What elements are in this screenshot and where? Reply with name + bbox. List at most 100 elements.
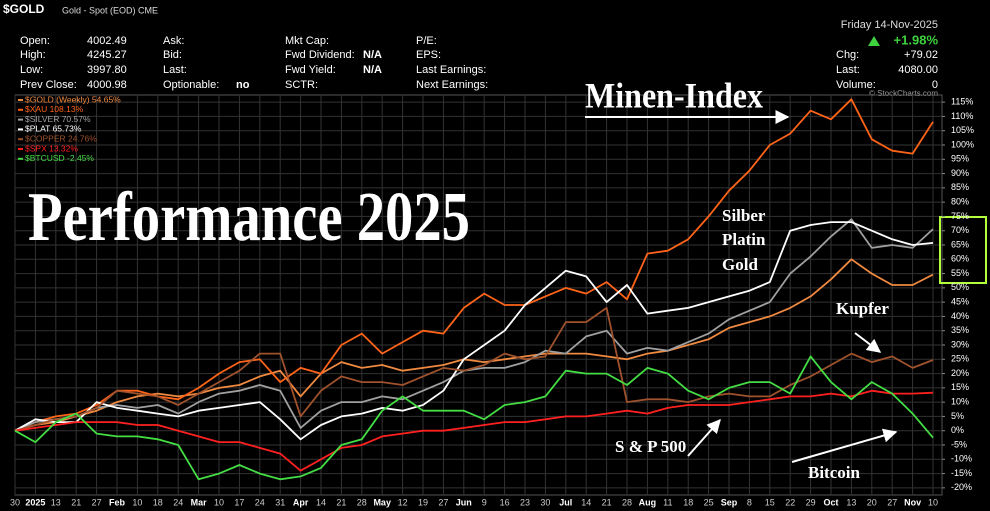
- quote-label: Mkt Cap:: [285, 35, 329, 47]
- x-tick-label: 12: [398, 497, 408, 507]
- y-tick-label: 0%: [951, 425, 964, 435]
- x-tick-label: 21: [71, 497, 81, 507]
- x-tick-label: 2025: [25, 497, 45, 507]
- quote-value: 4080.00: [898, 64, 938, 76]
- y-tick-label: 40%: [951, 311, 969, 321]
- quote-value: N/A: [363, 49, 382, 61]
- quote-value: 4000.98: [87, 79, 127, 91]
- x-tick-label: 27: [438, 497, 448, 507]
- series-line: [14, 389, 934, 472]
- annotation: Kupfer: [836, 299, 889, 318]
- quote-label: High:: [20, 49, 46, 61]
- y-tick-label: -15%: [951, 468, 972, 478]
- x-tick-label: Aug: [639, 497, 657, 507]
- y-tick-label: 85%: [951, 182, 969, 192]
- x-tick-label: 21: [336, 497, 346, 507]
- description: Gold - Spot (EOD) CME: [62, 5, 158, 15]
- quote-label: Low:: [20, 64, 43, 76]
- x-tick-label: 13: [51, 497, 61, 507]
- quote-label: Last Earnings:: [416, 64, 486, 76]
- quote-value: 4245.27: [87, 49, 127, 61]
- x-tick-label: 20: [867, 497, 877, 507]
- x-tick-label: 16: [500, 497, 510, 507]
- y-tick-label: 110%: [951, 111, 973, 121]
- legend-swatch: [18, 138, 23, 141]
- x-tick-label: 22: [785, 497, 795, 507]
- y-tick-label: 75%: [951, 211, 969, 221]
- annotation: Minen-Index: [585, 75, 763, 115]
- big-title: Performance 2025: [28, 179, 470, 256]
- y-tick-label: 95%: [951, 154, 969, 164]
- x-tick-label: 30: [540, 497, 550, 507]
- x-tick-label: 25: [704, 497, 714, 507]
- legend-label: $PLAT 65.73%: [25, 124, 82, 134]
- legend-label: $GOLD (Weekly) 54.65%: [25, 94, 121, 104]
- quote-label: Prev Close:: [20, 79, 77, 91]
- y-tick-label: 65%: [951, 239, 969, 249]
- x-tick-label: May: [373, 497, 391, 507]
- x-tick-label: 11: [663, 497, 672, 507]
- series-line: [14, 355, 934, 481]
- x-tick-label: 27: [887, 497, 897, 507]
- quote-label: Fwd Yield:: [285, 64, 336, 76]
- quote-label: Chg:: [836, 49, 859, 61]
- quote-value: 4002.49: [87, 35, 127, 47]
- legend-label: $BTCUSD -2.45%: [25, 153, 94, 163]
- quote-value: 3997.80: [87, 64, 127, 76]
- y-tick-label: 50%: [951, 282, 969, 292]
- x-tick-label: 18: [683, 497, 693, 507]
- x-tick-label: 28: [357, 497, 367, 507]
- y-tick-label: 100%: [951, 139, 974, 149]
- annotation: Platin: [722, 230, 766, 249]
- y-tick-label: 60%: [951, 254, 969, 264]
- y-tick-label: 35%: [951, 325, 969, 335]
- y-tick-label: -5%: [951, 439, 967, 449]
- x-tick-label: Jul: [559, 497, 572, 507]
- quote-value: N/A: [363, 64, 382, 76]
- x-tick-label: 17: [234, 497, 244, 507]
- y-tick-label: 30%: [951, 339, 969, 349]
- quote-label: EPS:: [416, 49, 441, 61]
- quote-label: Next Earnings:: [416, 79, 488, 91]
- y-tick-label: 105%: [951, 125, 974, 135]
- legend-swatch: [18, 148, 23, 150]
- quote-value: no: [236, 79, 250, 91]
- y-tick-label: 90%: [951, 168, 969, 178]
- x-tick-label: 10: [214, 497, 224, 507]
- x-tick-label: 13: [846, 497, 856, 507]
- quote-label: Open:: [20, 35, 50, 47]
- arrow: [791, 428, 898, 463]
- x-tick-label: 10: [928, 497, 938, 507]
- y-tick-label: 45%: [951, 297, 969, 307]
- quote-label: Optionable:: [163, 79, 219, 91]
- grid: [14, 95, 942, 495]
- y-tick-label: -10%: [951, 454, 972, 464]
- series-line: [14, 221, 934, 441]
- y-tick-label: -20%: [951, 482, 972, 492]
- y-tick-label: 55%: [951, 268, 969, 278]
- y-tick-label: 5%: [951, 411, 964, 421]
- x-tick-label: 29: [806, 497, 816, 507]
- quote-date: Friday 14-Nov-2025: [841, 19, 938, 31]
- x-tick-label: Sep: [721, 497, 738, 507]
- x-tick-label: 28: [622, 497, 632, 507]
- x-tick-label: 21: [602, 497, 612, 507]
- legend-label: $SPX 13.32%: [25, 143, 78, 153]
- quote-label: Last:: [836, 64, 860, 76]
- x-tick-label: Oct: [823, 497, 838, 507]
- symbol: $GOLD: [3, 2, 45, 16]
- legend-swatch: [18, 128, 23, 131]
- x-tick-label: 27: [92, 497, 102, 507]
- annotation: S & P 500: [615, 437, 686, 456]
- legend-swatch: [18, 99, 23, 101]
- legend-swatch: [18, 118, 23, 121]
- series-line: [14, 306, 934, 432]
- y-tick-label: 25%: [951, 354, 969, 364]
- highlight-box: [939, 216, 987, 284]
- series-line: [14, 218, 934, 432]
- x-tick-label: 10: [132, 497, 142, 507]
- up-triangle: [868, 36, 880, 46]
